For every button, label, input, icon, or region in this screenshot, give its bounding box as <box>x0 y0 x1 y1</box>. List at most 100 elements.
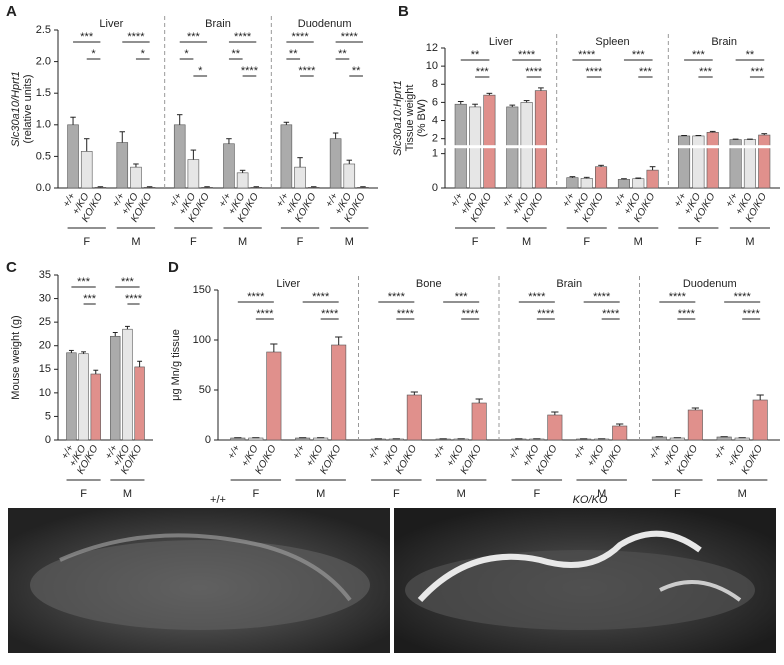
significance-label: **** <box>234 31 252 43</box>
significance-label: **** <box>312 291 330 303</box>
significance-label: **** <box>127 31 145 43</box>
sex-label: M <box>316 488 325 500</box>
bar <box>67 124 79 189</box>
significance-label: *** <box>692 49 706 61</box>
significance-label: **** <box>321 308 339 320</box>
y-tick-label: 2 <box>432 133 438 145</box>
bar <box>266 351 282 441</box>
bar <box>595 166 608 189</box>
group-label: Duodenum <box>298 18 352 30</box>
y-axis-label: Slc30a10/Hprt1 <box>10 71 22 147</box>
sex-label: F <box>472 236 479 248</box>
bar <box>116 142 129 189</box>
bar <box>187 159 200 189</box>
significance-label: **** <box>734 291 752 303</box>
group-label: Liver <box>489 36 513 48</box>
y-tick-label: 50 <box>199 384 211 396</box>
y-tick-label: 10 <box>39 387 51 399</box>
bar <box>646 169 659 189</box>
group-label: Brain <box>556 278 582 290</box>
significance-label: **** <box>241 65 259 77</box>
x-tick-label: +/+ <box>431 443 448 461</box>
sex-label: F <box>252 488 259 500</box>
y-tick-label: 100 <box>193 334 211 346</box>
y-tick-label: 4 <box>432 114 438 126</box>
sex-label: M <box>457 488 466 500</box>
y-tick-label: 20 <box>39 340 51 352</box>
x-tick-label: +/+ <box>507 443 524 461</box>
y-tick-label: 150 <box>193 284 211 296</box>
y-tick-label: 30 <box>39 292 51 304</box>
bar <box>223 143 235 189</box>
sex-label: F <box>695 236 702 248</box>
bar <box>678 135 691 189</box>
bar <box>78 353 89 441</box>
y-tick-label: 25 <box>39 316 51 328</box>
bar <box>313 437 329 441</box>
bar <box>547 414 563 441</box>
sex-label: F <box>674 488 681 500</box>
y-axis-label: Mouse weight (g) <box>10 315 22 399</box>
panel-label: A <box>6 3 17 20</box>
bar <box>201 187 213 189</box>
bar <box>122 328 133 441</box>
significance-label: **** <box>247 291 265 303</box>
y-tick-label: 2.0 <box>36 56 51 68</box>
bar <box>734 437 750 441</box>
group-label: Brain <box>711 36 737 48</box>
sex-label: F <box>83 236 90 248</box>
y-tick-label: 12 <box>426 42 438 54</box>
bar <box>566 177 579 189</box>
mri-structure <box>417 530 702 603</box>
mri-structure <box>59 533 352 602</box>
sex-label: M <box>345 236 354 248</box>
panel-label: B <box>398 3 409 20</box>
significance-label: **** <box>341 31 359 43</box>
significance-label: **** <box>388 291 406 303</box>
bar <box>90 373 101 441</box>
significance-label: **** <box>578 49 596 61</box>
y-tick-label: 0 <box>45 434 51 446</box>
panel-label: C <box>6 259 17 276</box>
significance-label: * <box>91 48 96 60</box>
sex-label: F <box>583 236 590 248</box>
significance-label: *** <box>77 276 91 288</box>
significance-label: ** <box>471 49 480 61</box>
y-axis-label: Tissue weight <box>404 85 416 152</box>
bar <box>110 335 121 441</box>
bar <box>134 366 145 441</box>
significance-label: **** <box>256 308 274 320</box>
bar <box>617 179 630 189</box>
bar <box>295 437 311 441</box>
sex-label: M <box>634 236 643 248</box>
y-axis-label: (relative units) <box>22 74 34 143</box>
x-tick-label: +/+ <box>226 443 243 461</box>
significance-label: ** <box>746 49 755 61</box>
x-tick-label: +/+ <box>572 443 589 461</box>
y-tick-label: 2.5 <box>36 24 51 36</box>
significance-label: **** <box>743 308 761 320</box>
bar <box>483 94 496 189</box>
bar <box>66 352 77 441</box>
mri-body <box>30 540 370 630</box>
y-tick-label: 5 <box>45 410 51 422</box>
bar <box>230 437 246 441</box>
sex-label: M <box>745 236 754 248</box>
significance-label: **** <box>298 65 316 77</box>
y-tick-label: 0 <box>205 434 211 446</box>
x-tick-label: +/+ <box>712 443 729 461</box>
significance-label: **** <box>669 291 687 303</box>
y-tick-label: 0.5 <box>36 150 51 162</box>
bar <box>331 344 347 441</box>
sex-label: F <box>190 236 197 248</box>
sex-label: M <box>597 488 606 500</box>
bar <box>651 436 667 441</box>
y-axis-label: μg Mn/g tissue <box>170 329 182 401</box>
significance-label: *** <box>476 66 490 78</box>
axis-break <box>439 145 780 149</box>
panel-label: D <box>168 259 179 276</box>
sex-label: M <box>522 236 531 248</box>
significance-label: **** <box>291 31 309 43</box>
significance-label: **** <box>678 308 696 320</box>
